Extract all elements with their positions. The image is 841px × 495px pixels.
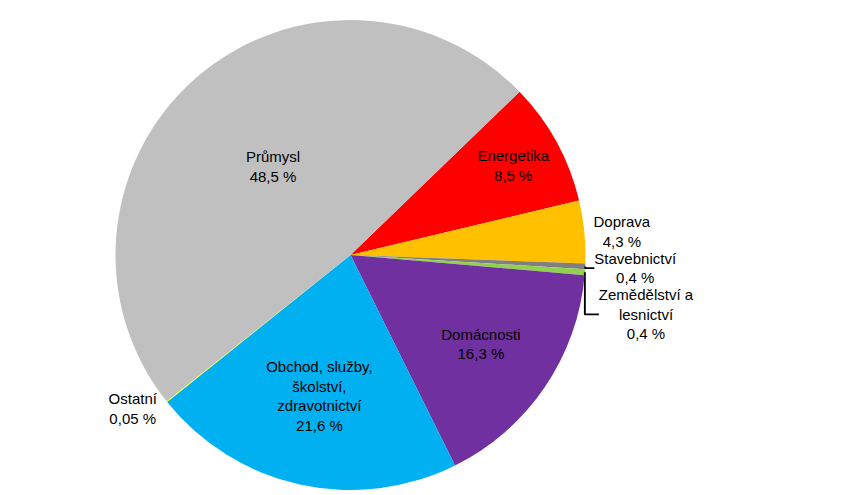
svg-text:Zemědělství alesnictví0,4 %: Zemědělství alesnictví0,4 %	[599, 286, 694, 342]
svg-text:Energetika8,5 %: Energetika8,5 %	[477, 147, 549, 184]
svg-text:Domácnosti16,3 %: Domácnosti16,3 %	[441, 326, 520, 363]
svg-text:Obchod, služby,školství,zdravo: Obchod, služby,školství,zdravotnictví21,…	[266, 358, 372, 434]
svg-text:Doprava4,3 %: Doprava4,3 %	[593, 213, 650, 250]
svg-text:Průmysl48,5 %: Průmysl48,5 %	[246, 148, 300, 185]
svg-text:Ostatní0,05 %: Ostatní0,05 %	[109, 390, 158, 427]
svg-text:Stavebnictví0,4 %: Stavebnictví0,4 %	[594, 250, 677, 287]
